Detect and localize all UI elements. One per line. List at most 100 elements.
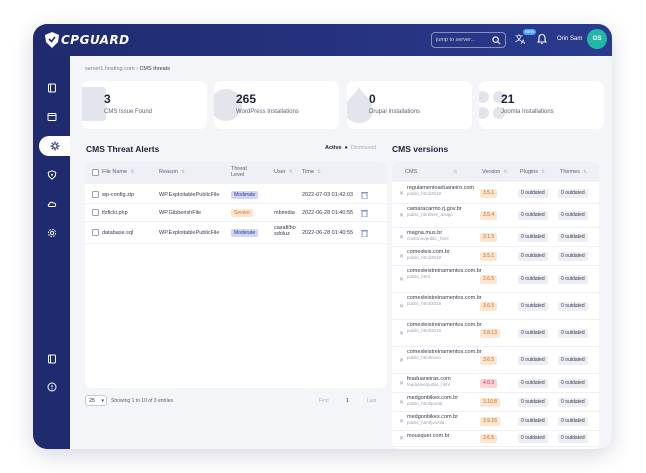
plugins-outdated[interactable]: 0 outdated [518,434,548,443]
trash-icon[interactable] [361,209,368,217]
plugins-outdated[interactable]: 0 outdated [518,211,548,220]
row-checkbox[interactable] [92,229,99,236]
list-item[interactable]: ✕ medgonbikes.com.br public_html/joomla 3.9… [392,412,599,431]
cms-site[interactable]: medgonbikes.com.br public_html/portal [407,395,479,408]
translate-icon[interactable]: 文A [515,33,527,45]
server-search-input[interactable] [436,33,491,47]
themes-outdated[interactable]: 0 outdated [558,398,588,407]
sidebar-item-cloud[interactable] [33,194,70,214]
avatar[interactable]: OS [587,29,607,49]
col-themes[interactable]: Themes ⇅ [560,169,587,175]
plugins-outdated[interactable]: 0 outdated [518,275,548,284]
sort-icon: ⇅ [288,169,293,175]
list-item[interactable]: ✕ feaduaneiras.com feaduane/public_html 4.0… [392,374,599,393]
list-item[interactable]: ✕ comexleistreinamentos.com.br public_html… [392,320,599,347]
sidebar-item-settings[interactable] [33,223,70,243]
table-row[interactable]: wp-config.zip WP.ExploitablePublicFile M… [85,186,387,204]
joomla-icon: ✕ [399,358,405,364]
table-row[interactable]: ifzficki.php WP.GibberishFile Severe mbm… [85,204,387,222]
pagination-page[interactable]: 1 [346,398,349,404]
list-item[interactable]: ✕ comexleistreinamentos.com.br public_html… [392,266,599,293]
col-user[interactable]: User ⇅ [274,169,293,175]
sort-icon: ⇅ [317,169,322,175]
list-item[interactable]: ✕ comexleistreinamentos.com.br public_html… [392,293,599,320]
plugins-outdated[interactable]: 0 outdated [518,356,548,365]
cms-site[interactable]: comexleistreinamentos.com.br public_html [407,268,482,281]
joomla-icon: ✕ [399,213,405,219]
list-item[interactable]: ✕ regulamentoaduaneiro.com public_html/201… [392,183,599,204]
trash-icon[interactable] [361,191,368,199]
cms-versions-title: CMS versions [392,144,449,154]
plugins-outdated[interactable]: 0 outdated [518,329,548,338]
list-item[interactable]: ✕ camaracarmo.rj.gov.br public_html/site_a… [392,204,599,228]
plugins-outdated[interactable]: 0 outdated [518,379,548,388]
plugins-outdated[interactable]: 0 outdated [518,233,548,242]
cms-site[interactable]: magna.mus.br contorno/public_html [407,230,479,243]
plugins-outdated[interactable]: 0 outdated [518,302,548,311]
app-logo[interactable]: CPGUARD [45,31,130,49]
cms-site[interactable]: medgonbikes.com.br public_html/joomla [407,414,479,427]
server-search[interactable] [431,32,506,48]
col-reason[interactable]: Reason ⇅ [159,169,185,175]
themes-outdated[interactable]: 0 outdated [558,356,588,365]
version-badge: 3.6.5 [480,434,498,443]
themes-outdated[interactable]: 0 outdated [558,329,588,338]
trash-icon[interactable] [361,229,368,237]
list-item[interactable]: ✕ mousquer.com.br 3.6.5 0 outdated 0 outdate… [392,431,599,447]
themes-outdated[interactable]: 0 outdated [558,417,588,426]
cms-site[interactable]: mousquer.com.br [407,433,479,439]
plugins-outdated[interactable]: 0 outdated [518,252,548,261]
list-item[interactable]: ✕ magna.mus.br contorno/public_html 3.1.5 0 … [392,228,599,247]
sidebar-item-docs[interactable] [33,349,70,369]
sidebar-item-sites[interactable] [33,107,70,127]
col-plugins[interactable]: Plugins ⇅ [520,169,545,175]
search-icon[interactable] [492,36,501,45]
col-time[interactable]: Time ⇅ [302,169,321,175]
list-item[interactable]: ✕ comexleis.com.br public_html/2018 3.5.1 0 … [392,247,599,266]
book-icon [47,354,56,364]
cms-site[interactable]: feaduaneiras.com feaduane/public_html [407,376,479,389]
themes-outdated[interactable]: 0 outdated [558,275,588,284]
themes-outdated[interactable]: 0 outdated [558,379,588,388]
pagination-first[interactable]: First [319,398,329,404]
page-size-select[interactable]: 25 ▾ [85,395,107,406]
stat-card-cms-issues: 3 CMS Issue Found [82,81,207,129]
plugins-outdated[interactable]: 0 outdated [518,398,548,407]
row-checkbox[interactable] [92,191,99,198]
themes-outdated[interactable]: 0 outdated [558,252,588,261]
pagination-last[interactable]: Last [367,398,377,404]
cms-site[interactable]: comexleistreinamentos.com.br public_html/… [407,349,482,362]
sidebar-item-security[interactable] [33,165,70,185]
col-threat-level[interactable]: Threat Level [231,166,261,178]
cms-domain: magna.mus.br [407,230,443,236]
themes-outdated[interactable]: 0 outdated [558,302,588,311]
cms-site[interactable]: comexleistreinamentos.com.br public_html/… [407,322,482,335]
themes-outdated[interactable]: 0 outdated [558,434,588,443]
cms-site[interactable]: comexleis.com.br public_html/2018 [407,249,479,262]
sidebar-item-overview[interactable] [33,78,70,98]
sidebar-item-help[interactable] [33,377,70,397]
breadcrumb-server[interactable]: server1.hosting.com [85,66,135,72]
themes-outdated[interactable]: 0 outdated [558,211,588,220]
sort-icon: ⇅ [130,169,135,175]
list-item[interactable]: ✕ comexleistreinamentos.com.br public_html… [392,347,599,374]
toggle-dismissed[interactable]: Dismissed [350,145,377,151]
sidebar-item-cms[interactable] [39,136,70,156]
cms-site[interactable]: regulamentoaduaneiro.com public_html/2018 [407,185,479,198]
themes-outdated[interactable]: 0 outdated [558,233,588,242]
col-cms[interactable]: CMS ⇅ [405,169,457,175]
select-all-checkbox[interactable] [92,169,99,176]
table-row[interactable]: database.sql WP.ExploitablePublicFile Mo… [85,222,387,244]
themes-outdated[interactable]: 0 outdated [558,189,588,198]
cms-site[interactable]: comexleistreinamentos.com.br public_html/… [407,295,482,308]
col-version[interactable]: Version ⇅ [482,169,508,175]
row-checkbox[interactable] [92,209,99,216]
cms-site[interactable]: camaracarmo.rj.gov.br public_html/site_an… [407,206,479,219]
toggle-active[interactable]: Active [325,145,342,151]
bell-icon[interactable] [536,33,548,45]
user-name[interactable]: Orin Sam [557,36,583,42]
plugins-outdated[interactable]: 0 outdated [518,417,548,426]
plugins-outdated[interactable]: 0 outdated [518,189,548,198]
list-item[interactable]: ✕ medgonbikes.com.br public_html/portal 3.1… [392,393,599,412]
col-file-name[interactable]: File Name ⇅ [102,169,134,175]
